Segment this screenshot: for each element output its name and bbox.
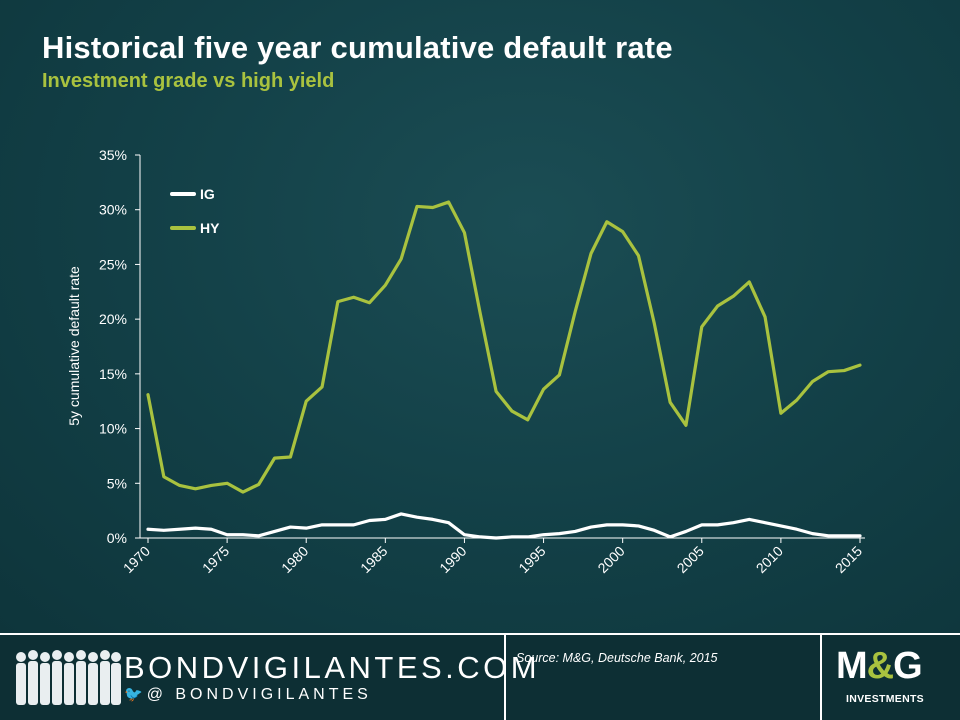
- legend: IG HY: [170, 186, 220, 236]
- mg-logo-m: M: [836, 645, 868, 687]
- line-chart: 0%5%10%15%20%25%30%35% 1970 1975 1980 1985 1…: [66, 147, 865, 576]
- y-tick-label: 5%: [107, 475, 127, 491]
- y-tick-label: 0%: [107, 530, 127, 546]
- y-tick-label: 30%: [99, 202, 127, 218]
- y-tick-group: 0% 5% 10% 15% 20% 25% 30% 35%: [99, 147, 140, 546]
- mg-logo-amp: &: [866, 645, 894, 687]
- series-group: [146, 200, 862, 540]
- series-line-hy: [146, 200, 862, 494]
- x-tick-label: 2015: [832, 543, 865, 576]
- x-tick-label: 1975: [199, 543, 232, 576]
- y-tick-label: 35%: [99, 147, 127, 163]
- x-tick-label: 2010: [753, 543, 786, 576]
- footer-divider: [820, 635, 822, 720]
- footer-bar: BONDVIGILANTES.COM 🐦 @ BONDVIGILANTES Sou…: [0, 633, 960, 720]
- source-note: Source: M&G, Deutsche Bank, 2015: [516, 651, 718, 665]
- series-line-ig: [146, 512, 862, 540]
- twitter-bird-icon: 🐦: [124, 686, 143, 703]
- mg-logo-subtitle: INVESTMENTS: [846, 693, 924, 705]
- x-tick-group: 1970 1975 1980 1985 1990 1995 2000 2005 2010 2015: [120, 538, 865, 576]
- chart-panel: Historical five year cumulative default …: [0, 0, 960, 633]
- chart-subtitle: Investment grade vs high yield: [42, 70, 335, 92]
- x-tick-label: 1985: [357, 543, 390, 576]
- twitter-handle: 🐦 @ BONDVIGILANTES: [124, 685, 372, 704]
- twitter-handle-text: @ BONDVIGILANTES: [146, 686, 372, 703]
- legend-label-ig: IG: [200, 186, 215, 202]
- people-silhouette-icon: [16, 650, 121, 705]
- chart-title: Historical five year cumulative default …: [42, 30, 673, 65]
- y-tick-label: 15%: [99, 366, 127, 382]
- brand-name: BONDVIGILANTES.COM: [124, 650, 541, 685]
- mg-logo: M&G: [836, 645, 923, 688]
- legend-label-hy: HY: [200, 220, 220, 236]
- x-tick-label: 2005: [674, 543, 707, 576]
- x-tick-label: 2000: [594, 543, 627, 576]
- x-tick-label: 1980: [278, 543, 311, 576]
- mg-logo-g: G: [893, 645, 923, 687]
- footer-divider: [504, 635, 506, 720]
- y-tick-label: 20%: [99, 311, 127, 327]
- y-axis-label: 5y cumulative default rate: [66, 266, 82, 426]
- y-tick-label: 25%: [99, 256, 127, 272]
- y-tick-label: 10%: [99, 421, 127, 437]
- x-tick-label: 1970: [120, 543, 153, 576]
- x-tick-label: 1990: [436, 543, 469, 576]
- x-tick-label: 1995: [515, 543, 548, 576]
